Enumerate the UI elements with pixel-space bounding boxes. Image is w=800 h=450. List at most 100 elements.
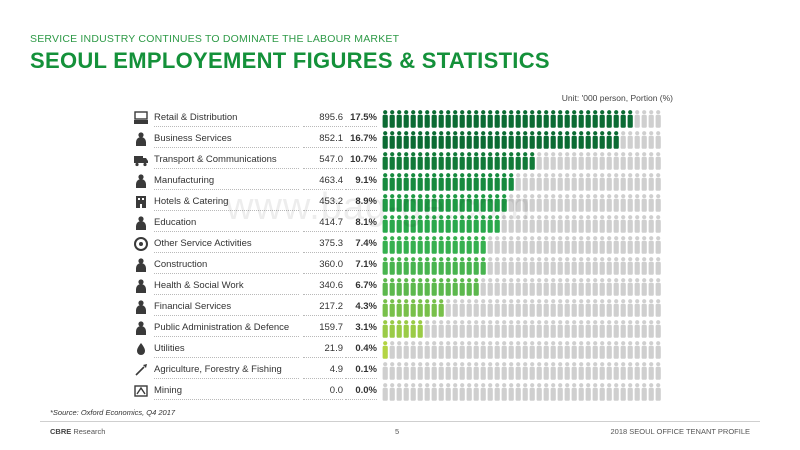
person-mark-empty <box>452 362 458 380</box>
person-mark-filled <box>431 152 437 170</box>
person-mark-empty <box>550 194 556 212</box>
person-mark-empty <box>627 257 633 275</box>
person-mark-filled <box>473 278 479 296</box>
chart-row: Financial Services 217.2 4.3% <box>133 297 693 318</box>
person-mark-filled <box>501 131 507 149</box>
person-mark-filled <box>592 131 598 149</box>
person-mark-filled <box>466 173 472 191</box>
person-mark-empty <box>585 320 591 338</box>
person-mark-filled <box>480 257 486 275</box>
person-mark-empty <box>606 173 612 191</box>
person-mark-empty <box>634 152 640 170</box>
person-mark-filled <box>396 299 402 317</box>
person-mark-empty <box>592 320 598 338</box>
person-mark-filled <box>452 236 458 254</box>
person-mark-filled <box>424 152 430 170</box>
person-mark-empty <box>515 215 521 233</box>
person-mark-empty <box>585 173 591 191</box>
row-value: 360.0 <box>303 259 343 274</box>
person-mark-empty <box>585 383 591 401</box>
footer-brand: CBRE Research <box>50 427 105 436</box>
person-mark-empty <box>599 236 605 254</box>
person-mark-empty <box>438 341 444 359</box>
person-mark-filled <box>473 173 479 191</box>
person-mark-filled <box>466 194 472 212</box>
person-mark-filled <box>501 194 507 212</box>
person-mark-filled <box>424 131 430 149</box>
person-mark-empty <box>480 341 486 359</box>
person-mark-empty <box>641 320 647 338</box>
row-portion: 9.1% <box>345 175 377 190</box>
person-mark-empty <box>445 299 451 317</box>
person-mark-filled <box>473 131 479 149</box>
person-mark-filled <box>487 152 493 170</box>
person-mark-filled <box>585 131 591 149</box>
people-bar-svg <box>382 257 661 275</box>
person-mark-empty <box>445 341 451 359</box>
chart-row: Mining 0.0 0.0% <box>133 381 693 402</box>
person-mark-empty <box>613 215 619 233</box>
person-mark-empty <box>424 341 430 359</box>
person-mark-empty <box>543 341 549 359</box>
person-mark-filled <box>417 257 423 275</box>
person-mark-filled <box>389 110 395 128</box>
person-mark-empty <box>515 278 521 296</box>
person-mark-empty <box>410 341 416 359</box>
person-mark-empty <box>634 173 640 191</box>
person-mark-filled <box>459 257 465 275</box>
person-mark-empty <box>473 383 479 401</box>
person-mark-empty <box>634 320 640 338</box>
person-mark-empty <box>655 299 661 317</box>
person-mark-filled <box>487 173 493 191</box>
row-portion: 3.1% <box>345 322 377 337</box>
person-mark-empty <box>599 299 605 317</box>
person-mark-filled <box>438 236 444 254</box>
person-mark-empty <box>550 299 556 317</box>
person-mark-empty <box>578 278 584 296</box>
row-label: Construction <box>154 259 299 274</box>
person-mark-empty <box>592 215 598 233</box>
person-mark-filled <box>438 278 444 296</box>
person-mark-empty <box>564 320 570 338</box>
person-mark-filled <box>417 320 423 338</box>
person-mark-filled <box>417 173 423 191</box>
person-mark-empty <box>536 152 542 170</box>
person-mark-empty <box>515 320 521 338</box>
person-mark-empty <box>606 320 612 338</box>
person-mark-empty <box>508 383 514 401</box>
person-mark-filled <box>459 173 465 191</box>
row-label: Agriculture, Forestry & Fishing <box>154 364 299 379</box>
person-mark-empty <box>648 173 654 191</box>
person-mark-empty <box>648 152 654 170</box>
person-mark-filled <box>382 299 388 317</box>
person-mark-empty <box>564 173 570 191</box>
person-mark-filled <box>396 320 402 338</box>
row-portion: 7.4% <box>345 238 377 253</box>
chart-row: Public Administration & Defence 159.7 3.1% <box>133 318 693 339</box>
person-mark-empty <box>641 215 647 233</box>
person-mark-empty <box>655 362 661 380</box>
row-portion: 8.1% <box>345 217 377 232</box>
person-mark-filled <box>417 110 423 128</box>
person-mark-empty <box>634 278 640 296</box>
person-mark-filled <box>459 194 465 212</box>
person-mark-filled <box>578 131 584 149</box>
person-mark-filled <box>487 194 493 212</box>
person-mark-empty <box>494 278 500 296</box>
person-mark-empty <box>592 278 598 296</box>
person-mark-filled <box>515 131 521 149</box>
person-mark-empty <box>627 320 633 338</box>
person-mark-empty <box>515 173 521 191</box>
row-label: Manufacturing <box>154 175 299 190</box>
person-mark-empty <box>606 362 612 380</box>
person-mark-empty <box>529 236 535 254</box>
person-mark-filled <box>396 236 402 254</box>
person-mark-empty <box>431 383 437 401</box>
row-portion: 4.3% <box>345 301 377 316</box>
person-mark-empty <box>578 257 584 275</box>
person-mark-empty <box>543 257 549 275</box>
person-mark-empty <box>655 383 661 401</box>
row-value: 453.2 <box>303 196 343 211</box>
person-mark-filled <box>508 152 514 170</box>
person-mark-empty <box>424 362 430 380</box>
